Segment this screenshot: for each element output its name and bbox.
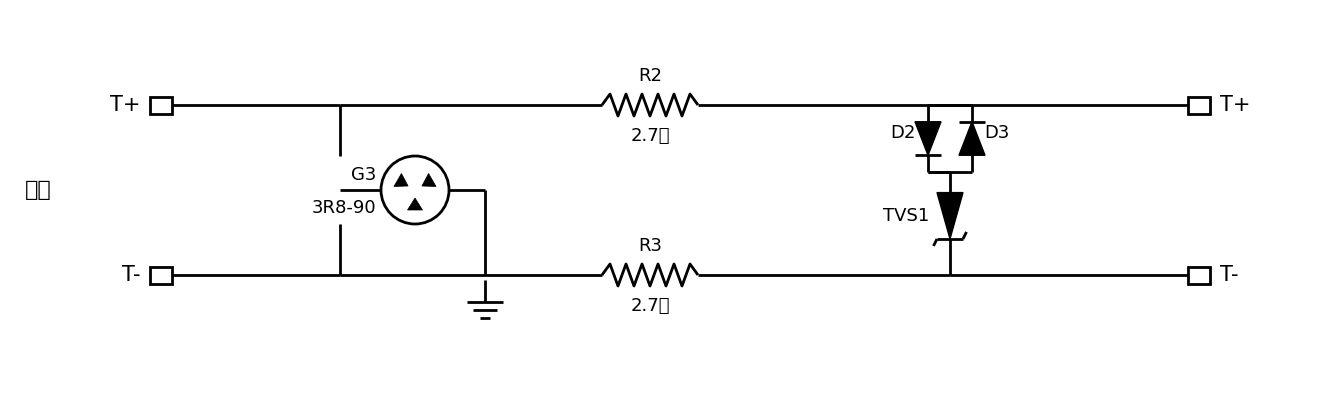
Text: T+: T+ xyxy=(109,95,140,115)
Text: T-: T- xyxy=(1221,265,1238,285)
Polygon shape xyxy=(149,96,172,113)
Polygon shape xyxy=(936,193,963,239)
Polygon shape xyxy=(1189,96,1210,113)
Polygon shape xyxy=(394,173,408,186)
Text: R2: R2 xyxy=(638,67,662,85)
Text: D2: D2 xyxy=(891,124,916,142)
Text: D3: D3 xyxy=(984,124,1010,142)
Text: G3: G3 xyxy=(351,166,376,184)
Text: 控制: 控制 xyxy=(25,180,52,200)
Polygon shape xyxy=(959,122,984,155)
Text: 2.7欧: 2.7欧 xyxy=(630,127,670,145)
Polygon shape xyxy=(1189,267,1210,284)
Text: T-: T- xyxy=(121,265,140,285)
Polygon shape xyxy=(407,198,423,210)
Polygon shape xyxy=(915,122,940,155)
Polygon shape xyxy=(422,173,436,186)
Text: TVS1: TVS1 xyxy=(883,207,928,225)
Text: R3: R3 xyxy=(638,237,662,255)
Text: 2.7欧: 2.7欧 xyxy=(630,297,670,315)
Polygon shape xyxy=(149,267,172,284)
Text: 3R8-90: 3R8-90 xyxy=(311,199,376,217)
Text: T+: T+ xyxy=(1221,95,1250,115)
